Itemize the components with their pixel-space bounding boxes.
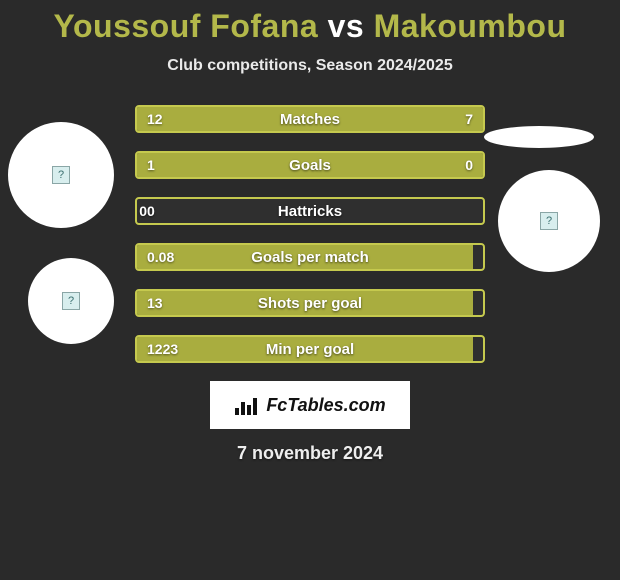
stat-row: 10Goals (135, 151, 485, 179)
image-placeholder-icon (62, 292, 80, 310)
title-player1: Youssouf Fofana (54, 8, 319, 44)
page-title: Youssouf Fofana vs Makoumbou (0, 0, 620, 45)
stat-left-segment: 0.08 (137, 245, 473, 269)
stat-left-segment: 1223 (137, 337, 473, 361)
stat-row: 00Hattricks (135, 197, 485, 225)
stat-label: Hattricks (137, 199, 483, 223)
comparison-bars: 127Matches10Goals00Hattricks0.08Goals pe… (135, 105, 485, 363)
avatar-circle-1 (8, 122, 114, 228)
title-vs: vs (318, 8, 373, 44)
stat-right-segment (473, 245, 483, 269)
decorative-ellipse (484, 126, 594, 148)
stat-left-segment: 12 (137, 107, 355, 131)
stat-row: 0.08Goals per match (135, 243, 485, 271)
stat-left-value: 1 (147, 157, 155, 173)
fctables-logo-badge: FcTables.com (210, 381, 410, 429)
stat-right-value: 0 (465, 157, 473, 173)
stat-right-value: 0 (139, 203, 147, 219)
avatar-circle-2 (28, 258, 114, 344)
stat-row: 127Matches (135, 105, 485, 133)
title-player2: Makoumbou (374, 8, 567, 44)
logo-text: FcTables.com (266, 395, 385, 416)
stat-right-segment (473, 291, 483, 315)
stat-row: 1223Min per goal (135, 335, 485, 363)
stat-right-value: 7 (465, 111, 473, 127)
stat-left-value: 0.08 (147, 249, 174, 265)
stat-left-value: 13 (147, 295, 163, 311)
date-text: 7 november 2024 (0, 443, 620, 464)
stat-right-segment (473, 337, 483, 361)
image-placeholder-icon (52, 166, 70, 184)
stat-left-value: 12 (147, 111, 163, 127)
subtitle: Club competitions, Season 2024/2025 (0, 57, 620, 75)
stat-left-value: 1223 (147, 341, 178, 357)
stat-row: 13Shots per goal (135, 289, 485, 317)
stat-left-segment: 13 (137, 291, 473, 315)
stat-right-segment: 0 (147, 199, 157, 223)
stat-right-segment: 0 (403, 153, 483, 177)
image-placeholder-icon (540, 212, 558, 230)
avatar-circle-3 (498, 170, 600, 272)
stat-left-segment: 1 (137, 153, 403, 177)
stat-right-segment: 7 (355, 107, 483, 131)
bars-icon (234, 394, 260, 416)
